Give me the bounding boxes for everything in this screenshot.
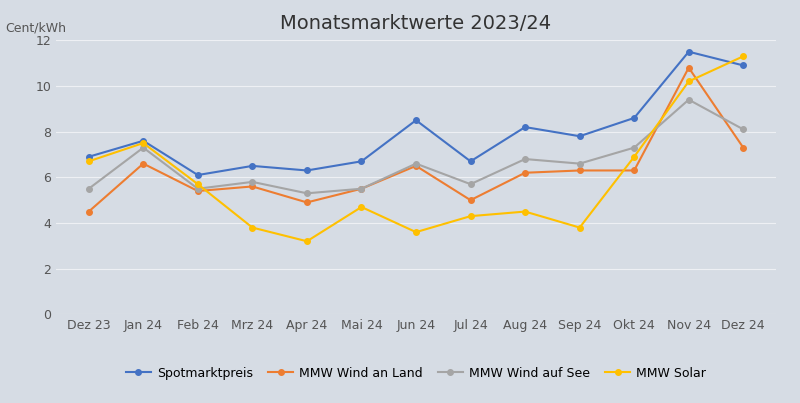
MMW Wind an Land xyxy=(684,65,694,70)
MMW Wind auf See xyxy=(193,186,202,191)
MMW Solar xyxy=(630,154,639,159)
Spotmarktpreis xyxy=(575,134,585,139)
MMW Wind an Land xyxy=(193,189,202,193)
MMW Wind auf See xyxy=(466,182,475,187)
MMW Wind an Land xyxy=(357,186,366,191)
MMW Wind auf See xyxy=(138,145,148,150)
MMW Wind auf See xyxy=(575,161,585,166)
MMW Wind an Land xyxy=(466,198,475,203)
Title: Monatsmarktwerte 2023/24: Monatsmarktwerte 2023/24 xyxy=(281,14,551,33)
Spotmarktpreis xyxy=(247,164,257,168)
MMW Solar xyxy=(466,214,475,218)
Spotmarktpreis xyxy=(302,168,312,173)
MMW Solar xyxy=(575,225,585,230)
MMW Wind an Land xyxy=(138,161,148,166)
Spotmarktpreis xyxy=(684,49,694,54)
MMW Solar xyxy=(738,54,748,59)
Line: MMW Wind an Land: MMW Wind an Land xyxy=(86,65,746,214)
MMW Wind auf See xyxy=(520,157,530,162)
MMW Wind auf See xyxy=(357,186,366,191)
MMW Wind an Land xyxy=(575,168,585,173)
MMW Wind an Land xyxy=(520,170,530,175)
Spotmarktpreis xyxy=(738,63,748,68)
MMW Solar xyxy=(138,141,148,145)
Spotmarktpreis xyxy=(520,125,530,129)
Spotmarktpreis xyxy=(84,154,94,159)
MMW Solar xyxy=(357,205,366,210)
MMW Wind auf See xyxy=(411,161,421,166)
MMW Wind auf See xyxy=(630,145,639,150)
Text: Cent/kWh: Cent/kWh xyxy=(6,22,66,35)
MMW Solar xyxy=(247,225,257,230)
Line: MMW Solar: MMW Solar xyxy=(86,54,746,244)
MMW Wind auf See xyxy=(247,179,257,184)
MMW Wind an Land xyxy=(630,168,639,173)
Line: Spotmarktpreis: Spotmarktpreis xyxy=(86,49,746,178)
MMW Wind auf See xyxy=(738,127,748,132)
Spotmarktpreis xyxy=(466,159,475,164)
MMW Solar xyxy=(520,209,530,214)
MMW Solar xyxy=(684,79,694,84)
MMW Wind auf See xyxy=(84,186,94,191)
Spotmarktpreis xyxy=(630,116,639,120)
Line: MMW Wind auf See: MMW Wind auf See xyxy=(86,97,746,196)
Spotmarktpreis xyxy=(411,118,421,123)
MMW Solar xyxy=(302,239,312,244)
MMW Wind auf See xyxy=(302,191,312,196)
Legend: Spotmarktpreis, MMW Wind an Land, MMW Wind auf See, MMW Solar: Spotmarktpreis, MMW Wind an Land, MMW Wi… xyxy=(121,362,711,385)
Spotmarktpreis xyxy=(138,138,148,143)
MMW Solar xyxy=(193,182,202,187)
MMW Wind an Land xyxy=(411,164,421,168)
MMW Solar xyxy=(84,159,94,164)
MMW Wind an Land xyxy=(247,184,257,189)
Spotmarktpreis xyxy=(357,159,366,164)
MMW Solar xyxy=(411,230,421,235)
MMW Wind an Land xyxy=(302,200,312,205)
MMW Wind auf See xyxy=(684,97,694,102)
Spotmarktpreis xyxy=(193,172,202,177)
MMW Wind an Land xyxy=(84,209,94,214)
MMW Wind an Land xyxy=(738,145,748,150)
